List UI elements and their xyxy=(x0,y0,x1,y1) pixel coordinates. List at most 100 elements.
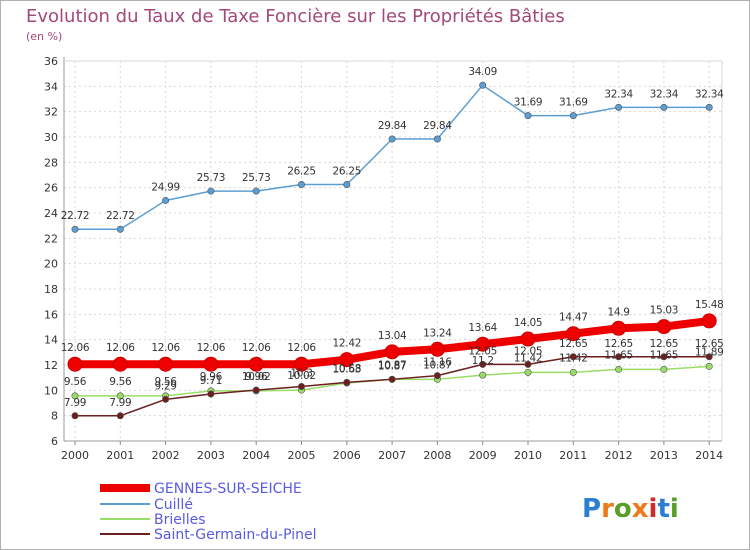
data-label: 10.87 xyxy=(378,360,407,372)
x-tick-label: 2010 xyxy=(514,449,542,462)
data-label: 13.64 xyxy=(468,322,497,334)
data-label: 11.2 xyxy=(472,355,494,367)
data-label: 14.9 xyxy=(608,306,630,318)
data-point xyxy=(701,313,717,329)
data-point xyxy=(660,365,668,373)
y-tick-label: 18 xyxy=(44,283,58,296)
data-point xyxy=(67,356,83,372)
data-point xyxy=(384,344,400,360)
data-point xyxy=(207,390,215,398)
data-point xyxy=(524,368,532,376)
data-point xyxy=(207,187,215,195)
data-label: 26.25 xyxy=(333,166,362,178)
data-point xyxy=(660,103,668,111)
x-tick-label: 2000 xyxy=(61,449,89,462)
data-label: 10.02 xyxy=(242,371,271,383)
x-tick-label: 2002 xyxy=(152,449,180,462)
data-point xyxy=(705,362,713,370)
data-label: 31.69 xyxy=(514,97,543,109)
data-point xyxy=(158,356,174,372)
data-label: 7.99 xyxy=(64,397,86,409)
data-point xyxy=(615,103,623,111)
data-label: 11.42 xyxy=(514,352,543,364)
data-point xyxy=(660,353,668,361)
data-label: 25.73 xyxy=(197,172,226,184)
data-point xyxy=(203,356,219,372)
x-tick-label: 2011 xyxy=(559,449,587,462)
data-point xyxy=(475,336,491,352)
data-label: 22.72 xyxy=(106,210,135,222)
x-tick-label: 2007 xyxy=(378,449,406,462)
data-label: 12.06 xyxy=(151,342,180,354)
y-tick-label: 22 xyxy=(44,232,58,245)
data-label: 24.99 xyxy=(151,181,180,193)
legend-label: GENNES-SUR-SEICHE xyxy=(154,481,302,497)
x-tick-label: 2008 xyxy=(423,449,451,462)
data-point xyxy=(248,356,264,372)
y-tick-label: 10 xyxy=(44,384,58,397)
data-point xyxy=(71,225,79,233)
y-tick-label: 24 xyxy=(44,207,58,220)
data-label: 11.65 xyxy=(650,349,679,361)
logo-letter: i xyxy=(649,494,658,524)
legend: GENNES-SUR-SEICHECuilléBriellesSaint-Ger… xyxy=(100,481,317,543)
data-point xyxy=(524,360,532,368)
y-tick-label: 14 xyxy=(44,334,58,347)
data-point xyxy=(520,331,536,347)
logo-text: Proxiti xyxy=(582,494,679,524)
data-point xyxy=(388,135,396,143)
data-point xyxy=(388,375,396,383)
y-tick-label: 36 xyxy=(44,55,58,68)
data-label: 11.42 xyxy=(559,352,588,364)
y-tick-label: 16 xyxy=(44,308,58,321)
y-tick-label: 30 xyxy=(44,131,58,144)
data-point xyxy=(433,372,441,380)
data-label: 26.25 xyxy=(287,166,316,178)
x-tick-label: 2001 xyxy=(106,449,134,462)
data-point xyxy=(343,378,351,386)
data-point xyxy=(569,112,577,120)
data-label: 12.06 xyxy=(61,342,90,354)
data-label: 12.65 xyxy=(559,338,588,350)
data-point xyxy=(524,112,532,120)
series-group xyxy=(67,81,717,420)
data-label: 29.84 xyxy=(423,120,452,132)
x-tick-label: 2012 xyxy=(605,449,633,462)
data-point xyxy=(343,181,351,189)
data-label: 11.16 xyxy=(423,357,452,369)
data-label: 12.65 xyxy=(604,338,633,350)
data-label: 14.05 xyxy=(514,317,543,329)
data-label: 9.56 xyxy=(64,376,87,388)
data-label: 12.06 xyxy=(287,342,316,354)
data-label: 9.96 xyxy=(200,371,223,383)
data-point xyxy=(479,360,487,368)
data-label: 12.05 xyxy=(514,345,543,357)
y-tick-label: 6 xyxy=(51,435,58,448)
data-label: 12.06 xyxy=(106,342,135,354)
data-point xyxy=(162,395,170,403)
data-point xyxy=(705,103,713,111)
data-label: 15.03 xyxy=(650,305,679,317)
data-point xyxy=(297,383,305,391)
x-tick-label: 2006 xyxy=(333,449,361,462)
y-tick-label: 34 xyxy=(44,80,58,93)
y-tick-label: 32 xyxy=(44,106,58,119)
data-point xyxy=(252,386,260,394)
data-label: 10.3 xyxy=(290,368,312,380)
data-label: 34.09 xyxy=(468,66,497,78)
data-point xyxy=(71,412,79,420)
x-tick-label: 2003 xyxy=(197,449,225,462)
data-label: 12.65 xyxy=(695,338,724,350)
data-point xyxy=(429,341,445,357)
x-tick-label: 2014 xyxy=(695,449,723,462)
data-point xyxy=(479,371,487,379)
data-point xyxy=(116,412,124,420)
data-point xyxy=(162,196,170,204)
legend-label: Cuillé xyxy=(154,497,193,513)
data-label: 9.29 xyxy=(155,380,177,392)
data-label: 25.73 xyxy=(242,172,271,184)
logo-letter: i xyxy=(670,494,679,524)
data-label: 32.34 xyxy=(604,88,633,100)
data-point xyxy=(615,353,623,361)
